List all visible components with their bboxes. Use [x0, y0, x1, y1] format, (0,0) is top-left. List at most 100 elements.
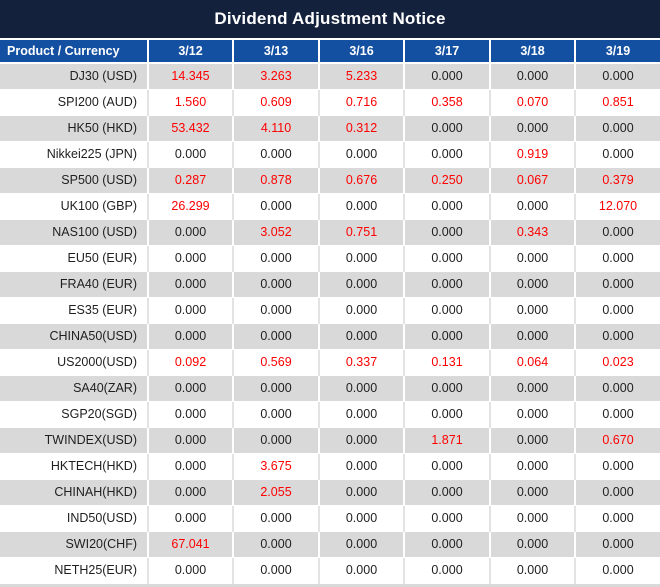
date-column-header: 3/19 [574, 40, 660, 64]
value-cell: 0.851 [574, 89, 660, 116]
value-cell: 0.000 [232, 505, 319, 532]
value-cell: 0.023 [574, 349, 660, 376]
table-row: HK50 (HKD) 53.432 4.110 0.312 0.000 0.000 0.00… [0, 115, 660, 142]
value-cell: 0.000 [403, 63, 490, 90]
value-cell: 0.092 [147, 349, 233, 376]
value-cell: 0.000 [147, 479, 233, 506]
table-row: SA40(ZAR) 0.000 0.000 0.000 0.000 0.000 0.000 [0, 375, 660, 402]
value-cell: 0.000 [147, 245, 233, 272]
value-cell: 0.000 [574, 505, 660, 532]
value-cell: 0.000 [232, 427, 319, 454]
value-cell: 0.000 [318, 505, 404, 532]
product-cell: UK100 (GBP) [0, 193, 148, 220]
product-cell: SWI20(CHF) [0, 531, 148, 558]
value-cell: 0.000 [403, 219, 490, 246]
value-cell: 0.000 [574, 375, 660, 402]
value-cell: 0.000 [318, 193, 404, 220]
value-cell: 0.670 [574, 427, 660, 454]
table-row: NETH25(EUR) 0.000 0.000 0.000 0.000 0.000 0.00… [0, 557, 660, 584]
value-cell: 0.000 [318, 453, 404, 480]
value-cell: 0.000 [147, 401, 233, 428]
table-row: SWI20(CHF) 67.041 0.000 0.000 0.000 0.000 0.00… [0, 531, 660, 558]
product-cell: US2000(USD) [0, 349, 148, 376]
value-cell: 3.675 [232, 453, 319, 480]
value-cell: 0.000 [403, 245, 490, 272]
value-cell: 0.000 [403, 453, 490, 480]
value-cell: 0.000 [574, 63, 660, 90]
date-column-header: 3/18 [489, 40, 575, 64]
value-cell: 0.000 [489, 245, 575, 272]
value-cell: 0.000 [147, 505, 233, 532]
value-cell: 0.067 [489, 167, 575, 194]
date-column-header: 3/16 [318, 40, 404, 64]
date-column-header: 3/17 [403, 40, 490, 64]
value-cell: 0.000 [574, 531, 660, 558]
value-cell: 0.000 [147, 141, 233, 168]
value-cell: 0.569 [232, 349, 319, 376]
value-cell: 0.676 [318, 167, 404, 194]
value-cell: 0.000 [489, 531, 575, 558]
product-cell: DJ30 (USD) [0, 63, 148, 90]
value-cell: 0.000 [403, 193, 490, 220]
value-cell: 0.000 [232, 531, 319, 558]
product-cell: Nikkei225 (JPN) [0, 141, 148, 168]
value-cell: 0.250 [403, 167, 490, 194]
value-cell: 0.000 [489, 297, 575, 324]
value-cell: 0.000 [318, 479, 404, 506]
value-cell: 0.000 [574, 115, 660, 142]
product-cell: IND50(USD) [0, 505, 148, 532]
value-cell: 0.878 [232, 167, 319, 194]
value-cell: 0.000 [574, 271, 660, 298]
table-row: SGP20(SGD) 0.000 0.000 0.000 0.000 0.000 0.000 [0, 401, 660, 428]
value-cell: 0.000 [318, 557, 404, 584]
value-cell: 0.343 [489, 219, 575, 246]
dividend-table: Product / Currency 3/12 3/13 3/16 3/17 3/18 3/… [0, 40, 660, 584]
table-row: EU50 (EUR) 0.000 0.000 0.000 0.000 0.000 0.000 [0, 245, 660, 272]
value-cell: 0.000 [232, 245, 319, 272]
value-cell: 0.751 [318, 219, 404, 246]
table-row: TWINDEX(USD) 0.000 0.000 0.000 1.871 0.000 0.6… [0, 427, 660, 454]
table-row: CHINAH(HKD) 0.000 2.055 0.000 0.000 0.000 0.00… [0, 479, 660, 506]
value-cell: 1.560 [147, 89, 233, 116]
value-cell: 0.000 [318, 531, 404, 558]
value-cell: 53.432 [147, 115, 233, 142]
value-cell: 0.716 [318, 89, 404, 116]
value-cell: 0.337 [318, 349, 404, 376]
value-cell: 0.131 [403, 349, 490, 376]
value-cell: 0.064 [489, 349, 575, 376]
product-cell: ES35 (EUR) [0, 297, 148, 324]
value-cell: 0.312 [318, 115, 404, 142]
value-cell: 0.000 [489, 427, 575, 454]
table-row: CHINA50(USD) 0.000 0.000 0.000 0.000 0.000 0.0… [0, 323, 660, 350]
value-cell: 0.000 [489, 479, 575, 506]
date-column-header: 3/12 [147, 40, 233, 64]
value-cell: 0.000 [403, 115, 490, 142]
product-cell: FRA40 (EUR) [0, 271, 148, 298]
value-cell: 0.000 [318, 245, 404, 272]
value-cell: 0.000 [232, 323, 319, 350]
value-cell: 0.000 [403, 141, 490, 168]
table-row: ES35 (EUR) 0.000 0.000 0.000 0.000 0.000 0.000 [0, 297, 660, 324]
value-cell: 0.000 [489, 375, 575, 402]
product-cell: HK50 (HKD) [0, 115, 148, 142]
value-cell: 5.233 [318, 63, 404, 90]
value-cell: 0.000 [147, 297, 233, 324]
product-currency-header: Product / Currency [0, 40, 148, 64]
value-cell: 0.000 [489, 453, 575, 480]
value-cell: 0.000 [403, 505, 490, 532]
value-cell: 0.000 [489, 271, 575, 298]
value-cell: 0.000 [403, 401, 490, 428]
value-cell: 0.000 [489, 323, 575, 350]
value-cell: 0.000 [489, 557, 575, 584]
value-cell: 0.000 [489, 115, 575, 142]
page-title: Dividend Adjustment Notice [214, 9, 446, 28]
product-cell: SA40(ZAR) [0, 375, 148, 402]
product-cell: NAS100 (USD) [0, 219, 148, 246]
table-row: SPI200 (AUD) 1.560 0.609 0.716 0.358 0.070 0.8… [0, 89, 660, 116]
value-cell: 0.000 [232, 141, 319, 168]
value-cell: 0.000 [318, 375, 404, 402]
value-cell: 0.919 [489, 141, 575, 168]
value-cell: 0.000 [232, 375, 319, 402]
table-body: DJ30 (USD) 14.345 3.263 5.233 0.000 0.000 0.00… [0, 63, 660, 584]
value-cell: 12.070 [574, 193, 660, 220]
